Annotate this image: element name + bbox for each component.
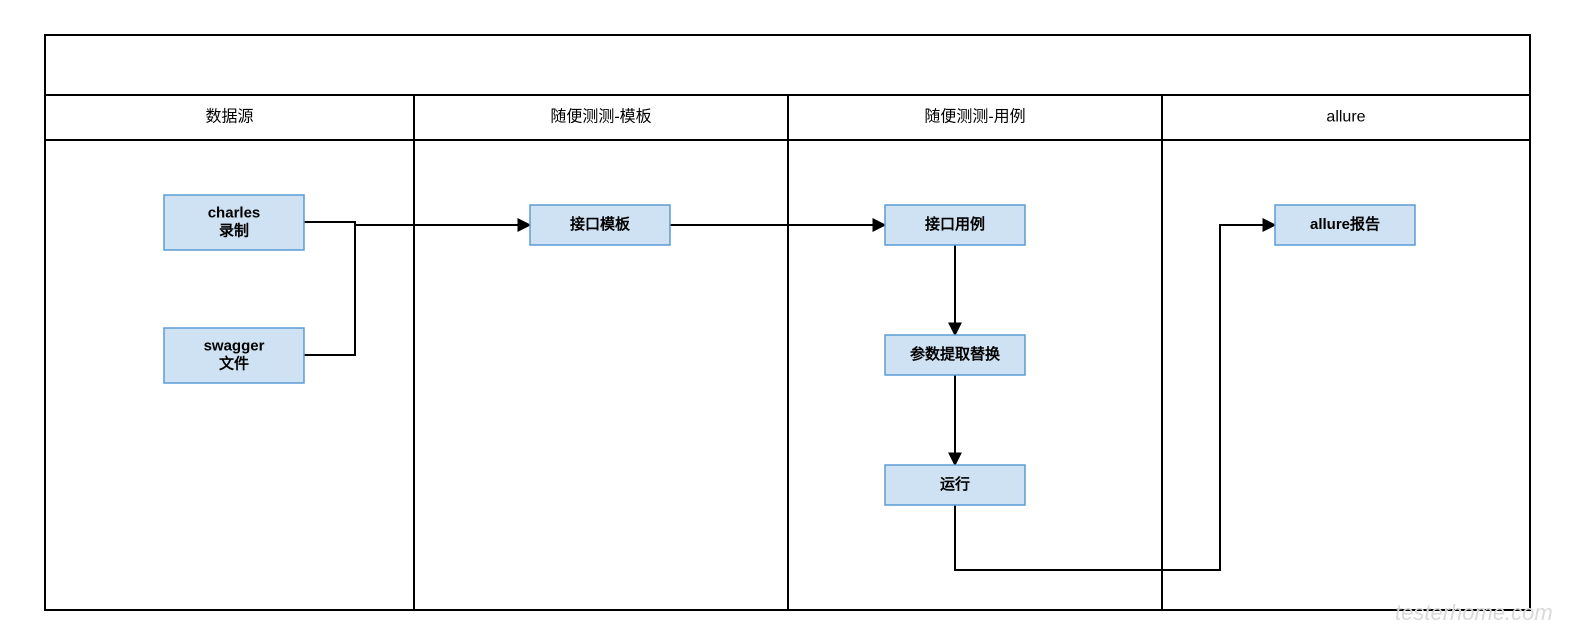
node-template-text-0: 接口模板 xyxy=(570,215,631,233)
lane-data-source-label: 数据源 xyxy=(205,108,253,126)
node-charles-text-0: charles xyxy=(208,204,261,221)
node-charles-text-1: 录制 xyxy=(219,221,249,239)
node-param-text-0: 参数提取替换 xyxy=(910,345,1001,363)
node-case: 接口用例 xyxy=(885,205,1025,245)
lane-allure-label: allure xyxy=(1326,109,1365,126)
lane-template-label: 随便测测-模板 xyxy=(550,108,651,126)
node-run-text-0: 运行 xyxy=(940,475,970,493)
node-swagger-text-1: 文件 xyxy=(219,354,249,372)
node-allure-text-0: allure报告 xyxy=(1310,215,1380,233)
node-template: 接口模板 xyxy=(530,205,670,245)
node-swagger-text-0: swagger xyxy=(204,337,265,354)
lane-case-label: 随便测测-用例 xyxy=(924,108,1025,126)
node-case-text-0: 接口用例 xyxy=(925,215,985,233)
node-charles: charles录制 xyxy=(164,195,304,250)
node-run: 运行 xyxy=(885,465,1025,505)
watermark: testerhome.com xyxy=(1395,600,1553,625)
node-swagger: swagger文件 xyxy=(164,328,304,383)
node-param: 参数提取替换 xyxy=(885,335,1025,375)
node-allure: allure报告 xyxy=(1275,205,1415,245)
